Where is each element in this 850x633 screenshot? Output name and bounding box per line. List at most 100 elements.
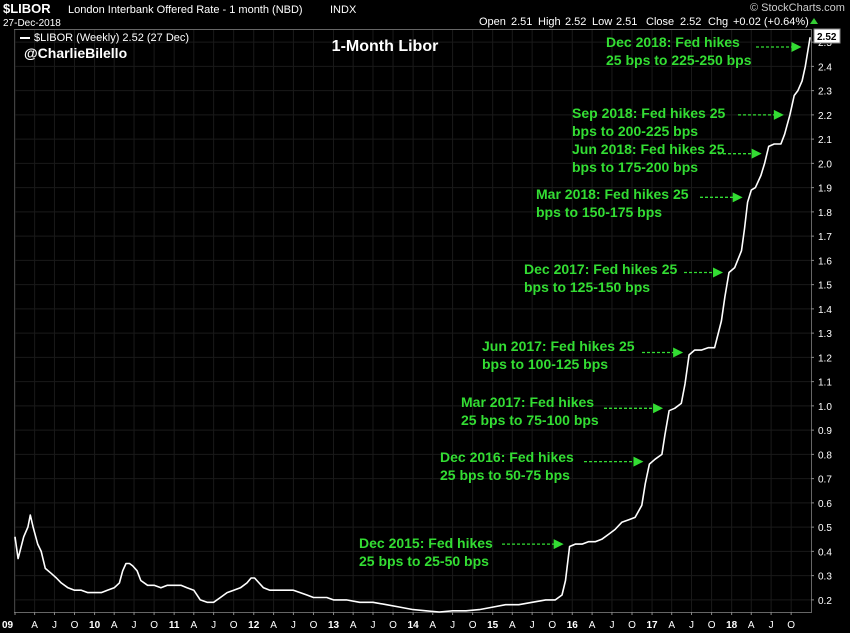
ohlc-readout: Open 2.51 High 2.52 Low 2.51 Close 2.52 … xyxy=(479,16,818,28)
annotation-line2: bps to 125-150 bps xyxy=(524,279,650,295)
x-tick-label: A xyxy=(429,620,436,631)
x-tick-label: J xyxy=(370,620,375,631)
x-tick-label: J xyxy=(689,620,694,631)
legend-label: $LIBOR (Weekly) 2.52 (27 Dec) xyxy=(34,32,189,44)
y-tick-label: 0.6 xyxy=(818,499,832,510)
x-tick-label: 13 xyxy=(328,620,340,631)
date-label: 27-Dec-2018 xyxy=(3,18,61,29)
y-tick-label: 0.9 xyxy=(818,426,832,437)
x-tick-label: O xyxy=(708,620,716,631)
annotation-fed-hike: Dec 2018: Fed hikes 25 bps to 225-250 bps xyxy=(606,34,802,68)
last-value-tag xyxy=(813,28,841,44)
y-tick-label: 1.1 xyxy=(818,378,832,389)
y-tick-label: 2.2 xyxy=(818,111,832,122)
x-tick-label: J xyxy=(609,620,614,631)
change-value: +0.02 (+0.64%) xyxy=(733,16,809,28)
y-tick-label: 0.2 xyxy=(818,596,832,607)
x-tick-label: O xyxy=(230,620,238,631)
x-tick-label: 18 xyxy=(726,620,738,631)
annotation-arrow-head xyxy=(653,403,664,414)
x-tick-label: A xyxy=(31,620,38,631)
x-tick-label: 12 xyxy=(248,620,260,631)
x-tick-label: O xyxy=(548,620,556,631)
close-label: Close xyxy=(646,16,674,28)
annotation-fed-hike: Mar 2018: Fed hikes 25 bps to 150-175 bps xyxy=(536,186,743,220)
y-tick-label: 1.8 xyxy=(818,208,832,219)
x-tick-label: O xyxy=(628,620,636,631)
x-tick-label: J xyxy=(132,620,137,631)
x-tick-label: A xyxy=(668,620,675,631)
y-tick-label: 1.9 xyxy=(818,184,832,195)
annotation-fed-hike: Mar 2017: Fed hikes 25 bps to 75-100 bps xyxy=(461,394,664,428)
high-label: High xyxy=(538,16,561,28)
y-tick-label: 2.5 xyxy=(818,38,832,49)
annotation-line1: Dec 2018: Fed hikes xyxy=(606,34,740,50)
annotation-fed-hike: Jun 2017: Fed hikes 25 bps to 100-125 bps xyxy=(482,338,684,372)
annotation-fed-hike: Dec 2017: Fed hikes 25 bps to 125-150 bps xyxy=(524,261,724,295)
x-tick-label: A xyxy=(270,620,277,631)
x-tick-label: A xyxy=(350,620,357,631)
y-tick-label: 0.7 xyxy=(818,475,832,486)
last-value-label: 2.52 xyxy=(817,32,837,43)
annotation-arrow-head xyxy=(713,267,724,278)
description-label: London Interbank Offered Rate - 1 month … xyxy=(68,4,303,16)
annotation-line1: Mar 2017: Fed hikes xyxy=(461,394,594,410)
x-axis: 09 A J O 10 A J O 11 A J O 12 A J O 13 A J O 14 A J O 15 A J O 16 A J O… xyxy=(2,612,795,631)
x-tick-label: A xyxy=(748,620,755,631)
annotation-arrow-head xyxy=(633,456,644,467)
annotation-line1: Jun 2017: Fed hikes 25 xyxy=(482,338,635,354)
x-tick-label: J xyxy=(52,620,57,631)
stockcharts-brand: © StockCharts.com xyxy=(750,2,845,14)
y-tick-label: 1.2 xyxy=(818,353,832,364)
x-tick-label: O xyxy=(310,620,318,631)
x-tick-label: O xyxy=(71,620,79,631)
low-label: Low xyxy=(592,16,612,28)
annotation-line1: Dec 2017: Fed hikes 25 xyxy=(524,261,678,277)
x-tick-label: J xyxy=(450,620,455,631)
y-tick-label: 0.8 xyxy=(818,450,832,461)
change-label: Chg xyxy=(708,16,728,28)
low-value: 2.51 xyxy=(616,16,637,28)
chart-title: 1-Month Libor xyxy=(332,38,439,55)
annotation-line2: 25 bps to 225-250 bps xyxy=(606,52,752,68)
annotation-line1: Sep 2018: Fed hikes 25 xyxy=(572,105,726,121)
x-tick-label: 10 xyxy=(89,620,101,631)
annotation-line2: bps to 100-125 bps xyxy=(482,356,608,372)
y-tick-label: 1.0 xyxy=(818,402,832,413)
annotation-fed-hike: Dec 2015: Fed hikes 25 bps to 25-50 bps xyxy=(359,535,564,569)
grid-lines xyxy=(14,30,811,612)
x-tick-label: 15 xyxy=(487,620,499,631)
x-tick-label: O xyxy=(787,620,795,631)
close-value: 2.52 xyxy=(680,16,701,28)
y-tick-label: 1.7 xyxy=(818,232,832,243)
annotation-line1: Dec 2015: Fed hikes xyxy=(359,535,493,551)
y-tick-label: 2.0 xyxy=(818,159,832,170)
x-tick-label: 16 xyxy=(567,620,579,631)
annotation-line2: 25 bps to 50-75 bps xyxy=(440,467,570,483)
annotation-line2: 25 bps to 25-50 bps xyxy=(359,553,489,569)
annotation-fed-hike: Dec 2016: Fed hikes 25 bps to 50-75 bps xyxy=(440,449,644,483)
y-tick-label: 1.5 xyxy=(818,281,832,292)
y-axis: 0.2 0.3 0.4 0.5 0.6 0.7 0.8 0.9 1.0 1.1 1.2 1.3 1.4 1… xyxy=(811,38,832,607)
annotation-line2: 25 bps to 75-100 bps xyxy=(461,412,599,428)
change-up-icon xyxy=(810,18,818,24)
annotation-line1: Mar 2018: Fed hikes 25 xyxy=(536,186,689,202)
open-label: Open xyxy=(479,16,506,28)
annotation-arrow-head xyxy=(791,41,802,52)
annotation-fed-hike: Sep 2018: Fed hikes 25 bps to 200-225 bps xyxy=(572,105,784,139)
x-tick-label: A xyxy=(111,620,118,631)
x-tick-label: J xyxy=(211,620,216,631)
exchange-label: INDX xyxy=(330,4,357,16)
x-tick-label: 09 xyxy=(2,620,14,631)
x-tick-label: A xyxy=(509,620,516,631)
annotation-arrow-head xyxy=(553,539,564,550)
x-tick-label: J xyxy=(530,620,535,631)
y-tick-label: 2.3 xyxy=(818,87,832,98)
handle-label: @CharlieBilello xyxy=(24,45,127,61)
annotation-line2: bps to 175-200 bps xyxy=(572,159,698,175)
annotation-fed-hike: Jun 2018: Fed hikes 25 bps to 175-200 bps xyxy=(572,141,762,175)
annotation-arrow-head xyxy=(773,109,784,120)
annotation-arrow-head xyxy=(751,148,762,159)
annotations: Dec 2018: Fed hikes 25 bps to 225-250 bps… xyxy=(359,34,802,569)
